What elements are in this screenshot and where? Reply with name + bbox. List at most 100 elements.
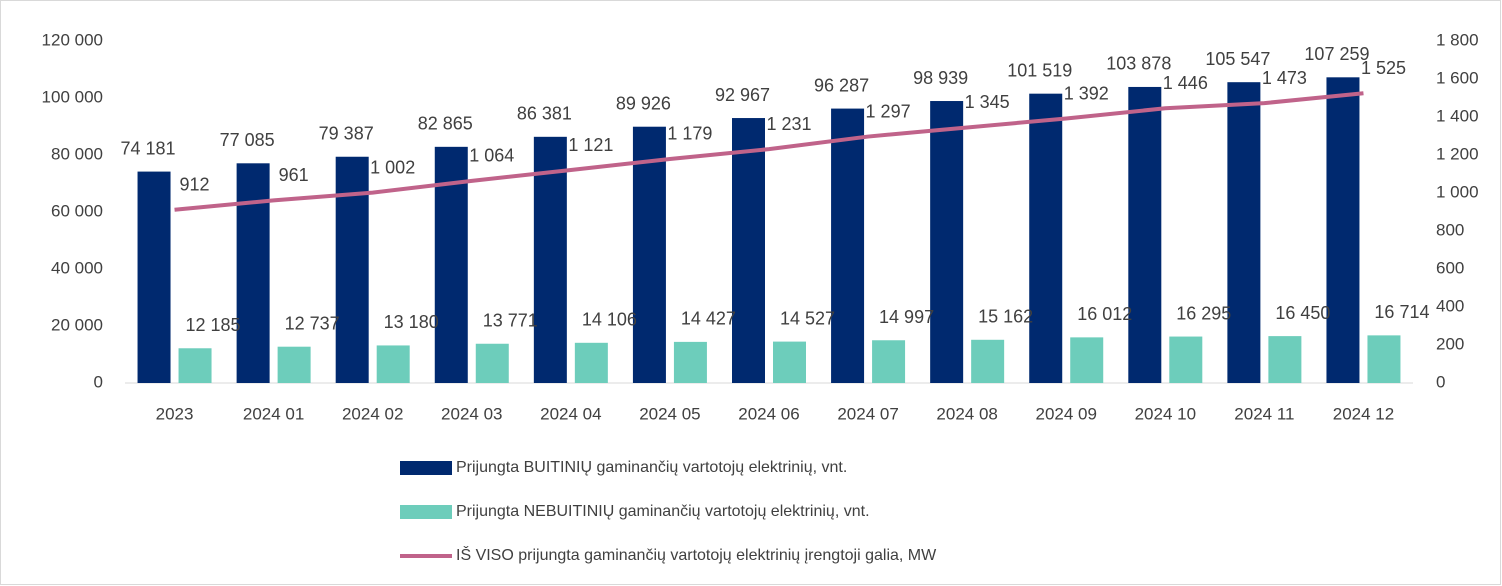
- line: [174, 91, 1364, 212]
- bar: [872, 340, 906, 383]
- data-label: 16 450: [1275, 303, 1330, 323]
- data-label: 15 162: [978, 307, 1033, 327]
- y2-tick-label: 1 600: [1436, 68, 1479, 87]
- bar: [1070, 337, 1104, 383]
- x-tick-label: 2024 07: [837, 404, 898, 423]
- bar: [1326, 77, 1360, 383]
- data-label: 86 381: [517, 104, 572, 124]
- data-label: 1 473: [1262, 68, 1307, 88]
- data-label: 14 427: [681, 309, 736, 329]
- data-label: 74 181: [121, 138, 176, 158]
- data-label: 12 737: [285, 313, 340, 333]
- y2-tick-label: 0: [1436, 372, 1445, 391]
- data-label: 13 771: [483, 311, 538, 331]
- y2-tick-label: 1 400: [1436, 106, 1479, 125]
- data-label: 14 997: [879, 307, 934, 327]
- legend-label: IŠ VISO prijungta gaminančių vartotojų e…: [456, 545, 937, 564]
- y2-tick-label: 600: [1436, 258, 1464, 277]
- bar: [1169, 336, 1203, 383]
- data-label: 912: [180, 174, 210, 194]
- legend-label: Prijungta NEBUITINIŲ gaminančių vartotoj…: [456, 503, 870, 520]
- bar: [831, 108, 865, 384]
- data-label: 105 547: [1205, 49, 1270, 69]
- data-label: 92 967: [715, 85, 770, 105]
- bar: [533, 136, 567, 383]
- y-tick-label: 100 000: [42, 87, 103, 106]
- y2-tick-label: 1 000: [1436, 182, 1479, 201]
- data-label: 961: [279, 165, 309, 185]
- data-label: 98 939: [913, 68, 968, 88]
- bar: [1029, 93, 1063, 384]
- bar: [574, 342, 608, 383]
- data-label: 1 345: [965, 92, 1010, 112]
- legend-swatch: [400, 461, 452, 475]
- x-tick-label: 2024 02: [342, 404, 403, 423]
- data-label: 16 012: [1077, 304, 1132, 324]
- x-tick-label: 2024 06: [738, 404, 799, 423]
- y2-tick-label: 400: [1436, 296, 1464, 315]
- data-label: 107 259: [1304, 44, 1369, 64]
- data-label: 14 106: [582, 310, 637, 330]
- bar: [1268, 336, 1302, 383]
- x-tick-label: 2024 03: [441, 404, 502, 423]
- y2-tick-label: 1 200: [1436, 144, 1479, 163]
- data-label: 1 525: [1361, 58, 1406, 78]
- bar: [1367, 335, 1401, 383]
- bar: [277, 346, 311, 383]
- x-tick-label: 2024 12: [1333, 404, 1394, 423]
- data-label: 12 185: [186, 315, 241, 335]
- data-label: 1 446: [1163, 73, 1208, 93]
- data-label: 1 297: [866, 101, 911, 121]
- bar: [335, 156, 369, 383]
- data-label: 79 387: [319, 123, 374, 143]
- y2-tick-label: 200: [1436, 334, 1464, 353]
- y-tick-label: 0: [94, 372, 103, 391]
- data-label: 1 392: [1064, 83, 1109, 103]
- y2-tick-label: 1 800: [1436, 30, 1479, 49]
- y-tick-label: 20 000: [51, 315, 103, 334]
- x-tick-label: 2024 05: [639, 404, 700, 423]
- bar: [971, 339, 1005, 383]
- bar: [376, 345, 410, 383]
- x-tick-label: 2024 09: [1036, 404, 1097, 423]
- bar: [236, 163, 270, 383]
- data-label: 13 180: [384, 312, 439, 332]
- data-label: 89 926: [616, 93, 671, 113]
- y-tick-label: 120 000: [42, 30, 103, 49]
- y2-tick-label: 800: [1436, 220, 1464, 239]
- data-label: 1 064: [469, 146, 514, 166]
- data-label: 101 519: [1007, 60, 1072, 80]
- y-tick-label: 80 000: [51, 144, 103, 163]
- bar: [475, 343, 509, 383]
- y-tick-label: 40 000: [51, 258, 103, 277]
- data-label: 16 295: [1176, 303, 1231, 323]
- bar: [632, 126, 666, 383]
- bar: [1128, 86, 1162, 384]
- data-label: 96 287: [814, 75, 869, 95]
- bar: [773, 341, 806, 383]
- x-tick-label: 2024 10: [1135, 404, 1196, 423]
- x-tick-label: 2024 11: [1234, 404, 1294, 423]
- legend-label: Prijungta BUITINIŲ gaminančių vartotojų …: [456, 459, 847, 476]
- bar: [930, 101, 964, 383]
- x-tick-label: 2024 08: [936, 404, 997, 423]
- data-label: 1 121: [568, 135, 613, 155]
- data-label: 1 002: [370, 157, 415, 177]
- bar: [732, 118, 765, 383]
- bar: [673, 341, 707, 383]
- data-label: 103 878: [1106, 54, 1171, 74]
- data-label: 77 085: [220, 130, 275, 150]
- bar: [137, 171, 171, 383]
- y-tick-label: 60 000: [51, 201, 103, 220]
- legend-swatch: [400, 505, 452, 519]
- bar: [1227, 82, 1261, 384]
- data-label: 14 527: [780, 308, 835, 328]
- x-tick-label: 2024 01: [243, 404, 304, 423]
- x-tick-label: 2023: [156, 404, 194, 423]
- data-label: 1 231: [766, 114, 811, 134]
- data-label: 1 179: [667, 124, 712, 144]
- data-label: 82 865: [418, 114, 473, 134]
- data-label: 16 714: [1374, 302, 1429, 322]
- x-tick-label: 2024 04: [540, 404, 601, 423]
